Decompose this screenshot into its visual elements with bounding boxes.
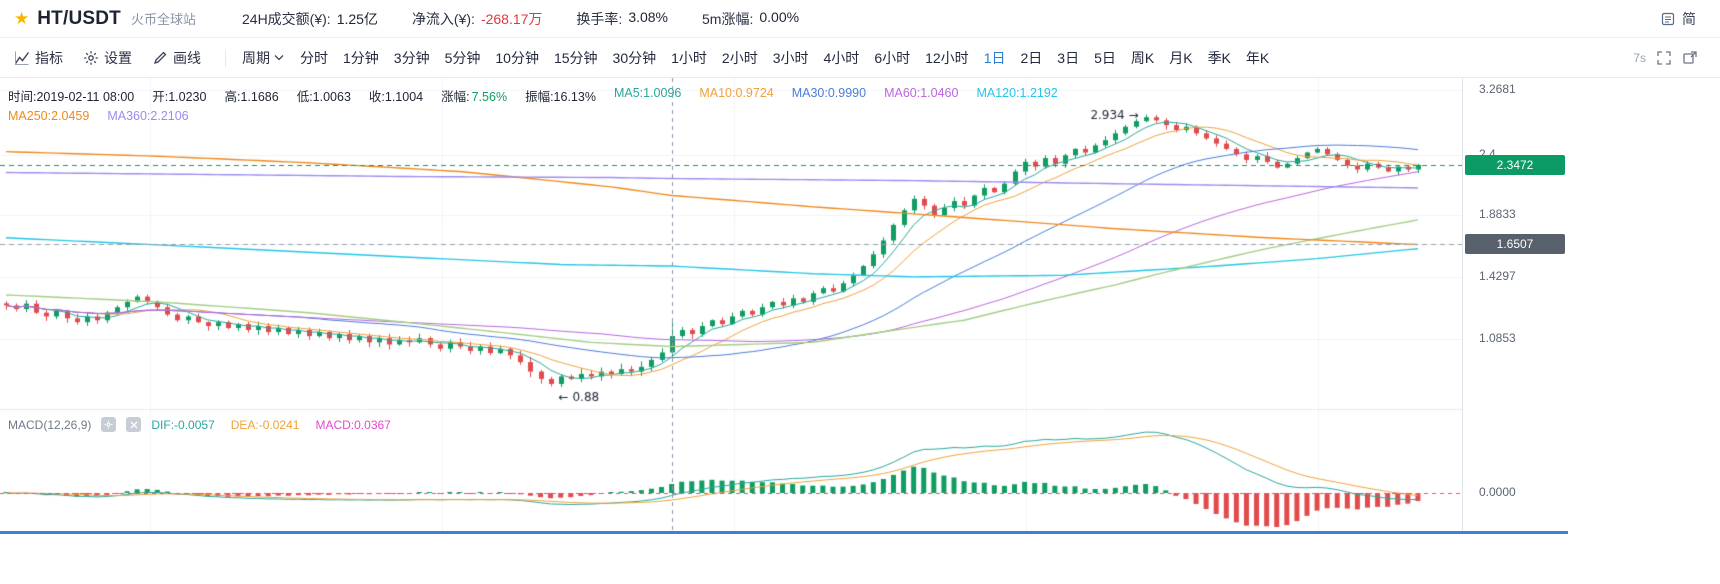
ohlc-info-item: MA5:1.0096 (613, 86, 682, 100)
ohlc-info-item: MA10:0.9724 (699, 86, 774, 100)
ohlc-info-item: 时间:2019-02-11 08:00 (8, 90, 135, 104)
language-label: 简 (1682, 10, 1696, 27)
ma-info-item: MA250:2.0459 (8, 109, 90, 123)
macd-info-item: MACD:0.0367 (315, 417, 391, 432)
chart-toolbar: 指标 设置 画线 周期 分时 1分钟 3分钟 5分钟 10分钟 15分钟 30分钟 1小时 2小… (0, 38, 1720, 78)
header-stat-value: -268.17万 (480, 10, 543, 27)
header-stat-value: 1.25亿 (336, 10, 378, 27)
ma-info-item: MA360:2.2106 (107, 109, 189, 123)
period-option[interactable]: 3小时 (772, 49, 809, 66)
ohlc-info-item: MA30:0.9990 (791, 86, 867, 100)
period-option[interactable]: 3日 (1057, 49, 1080, 66)
market-stats: 24H成交额(¥): 1.25亿 净流入(¥): -268.17万 换手率: 3.08% 5… (242, 9, 799, 29)
ohlc-info-item: 开:1.0230 (152, 90, 207, 104)
indicator-button[interactable]: 指标 (14, 48, 63, 68)
ohlc-info-item: MA60:1.0460 (884, 86, 959, 100)
kline-chart-canvas[interactable] (0, 78, 1462, 532)
ohlc-info-item: 涨幅: 7.56% (441, 90, 508, 104)
settings-label: 设置 (104, 49, 132, 66)
gear-icon (84, 50, 98, 65)
macd-values: DIF:-0.0057 DEA:-0.0241 MACD:0.0367 (151, 418, 392, 432)
fullscreen-icon[interactable] (1682, 50, 1698, 66)
period-option[interactable]: 年K (1245, 49, 1270, 66)
exchange-name: 火币全球站 (130, 12, 196, 27)
period-option[interactable]: 月K (1169, 49, 1193, 66)
favorite-star-icon[interactable]: ★ (14, 8, 30, 28)
macd-zero-label: 0.0000 (1479, 485, 1516, 499)
pair-title: HT/USDT (37, 7, 121, 29)
language-icon (1660, 11, 1676, 27)
header-stat: 换手率: 3.08% (576, 9, 668, 29)
header-stat-label: 5m涨幅: (702, 10, 754, 27)
alert-price-badge: 1.6507 (1465, 234, 1565, 255)
header-stat-label: 净流入(¥): (411, 10, 475, 27)
period-option[interactable]: 3分钟 (393, 49, 430, 66)
period-option[interactable]: 周K (1130, 49, 1155, 66)
chart-region: 时间:2019-02-11 08:00 开:1.0230 高:1.1686 低:1.0… (0, 78, 1568, 532)
period-option[interactable]: 6小时 (874, 49, 911, 66)
period-option[interactable]: 季K (1207, 49, 1231, 66)
macd-settings-icon[interactable] (101, 417, 117, 432)
period-option[interactable]: 分时 (300, 49, 328, 66)
price-axis: 3.26812.41.88331.65071.42971.08531.65072… (1462, 78, 1569, 532)
price-axis-label: 1.0853 (1479, 331, 1516, 346)
ohlc-info-bar: 时间:2019-02-11 08:00 开:1.0230 高:1.1686 低:1.0… (8, 86, 1060, 105)
macd-info-item: DIF:-0.0057 (151, 417, 215, 432)
period-option[interactable]: 2小时 (721, 49, 758, 66)
indicator-label: 指标 (35, 49, 63, 66)
period-option[interactable]: 5日 (1094, 49, 1116, 66)
header-stat: 24H成交额(¥): 1.25亿 (242, 9, 378, 29)
ohlc-info-item: MA120:1.2192 (976, 86, 1058, 100)
period-option[interactable]: 15分钟 (553, 49, 598, 66)
header-stat: 净流入(¥): -268.17万 (412, 9, 542, 29)
language-switch[interactable]: 简 (1660, 9, 1706, 29)
period-option[interactable]: 1日 (983, 49, 1006, 66)
period-option[interactable]: 4小时 (823, 49, 860, 66)
draw-line-label: 画线 (173, 49, 201, 66)
ma-info-bar: MA250:2.0459 MA360:2.2106 (8, 109, 191, 123)
macd-close-icon[interactable] (126, 417, 142, 432)
time-axis-line (0, 531, 1568, 534)
header-bar: ★ HT/USDT 火币全球站 24H成交额(¥): 1.25亿 净流入(¥): -2… (0, 0, 1720, 38)
draw-line-button[interactable]: 画线 (152, 48, 201, 68)
period-option[interactable]: 1小时 (671, 49, 707, 66)
period-dropdown-label: 周期 (242, 49, 270, 66)
period-option[interactable]: 30分钟 (612, 49, 657, 66)
header-stat-label: 24H成交额(¥): (242, 10, 331, 27)
macd-title: MACD(12,26,9) (8, 417, 92, 432)
header-stat-value: 3.08% (628, 8, 669, 25)
header-stat: 5m涨幅: 0.00% (702, 9, 799, 29)
last-price-badge: 2.3472 (1465, 154, 1565, 175)
macd-info-item: DEA:-0.0241 (230, 417, 300, 432)
ohlc-info-item: 收:1.1004 (368, 90, 424, 104)
price-axis-label: 1.4297 (1479, 268, 1516, 283)
indicator-icon (14, 51, 30, 65)
period-option[interactable]: 10分钟 (495, 49, 539, 66)
price-axis-label: 1.8833 (1479, 206, 1516, 221)
macd-header: MACD(12,26,9) DIF:-0.0057 DEA:-0.0241 MACD… (8, 417, 393, 432)
expand-icon[interactable] (1656, 50, 1672, 66)
ohlc-info-item: 振幅:16.13% (525, 90, 596, 104)
period-dropdown[interactable]: 周期 (242, 48, 284, 68)
period-tabs: 分时 1分钟 3分钟 5分钟 10分钟 15分钟 30分钟 1小时 2小时 3小时 4小时 6小时 12… (300, 48, 1269, 68)
latency-indicator: 7s (1633, 50, 1646, 65)
header-stat-value: 0.00% (759, 8, 800, 25)
chevron-down-icon (274, 55, 284, 61)
period-option[interactable]: 2日 (1020, 49, 1043, 66)
period-option[interactable]: 5分钟 (444, 49, 481, 66)
settings-button[interactable]: 设置 (83, 48, 132, 68)
period-option[interactable]: 1分钟 (343, 49, 379, 66)
pencil-icon (153, 51, 167, 64)
toolbar-right: 7s (1633, 50, 1706, 66)
header-stat-label: 换手率: (576, 10, 623, 27)
ohlc-info-item: 高:1.1686 (224, 90, 279, 104)
period-option[interactable]: 12小时 (925, 49, 969, 66)
toolbar-divider (225, 48, 226, 67)
ohlc-info-item: 低:1.0063 (296, 90, 351, 104)
price-axis-label: 3.2681 (1479, 82, 1516, 97)
